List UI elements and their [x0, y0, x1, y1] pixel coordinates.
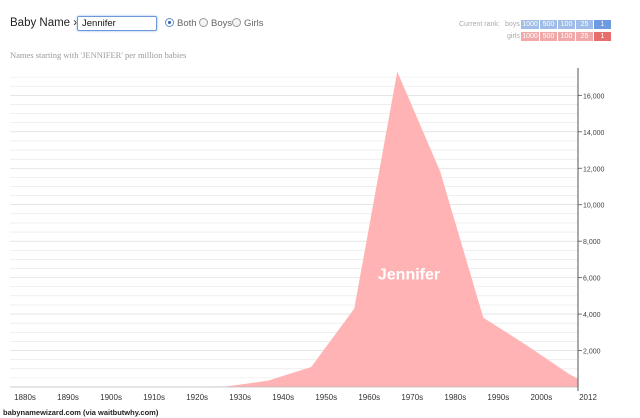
- chart-subtitle: Names starting with 'JENNIFER' per milli…: [10, 50, 187, 60]
- x-tick-label: 2000s: [530, 393, 552, 402]
- y-tick-label: 6,000: [583, 276, 601, 283]
- rank-girls-500[interactable]: 500: [540, 32, 558, 41]
- y-tick-label: 12,000: [583, 166, 605, 173]
- radio-boys[interactable]: Boys: [199, 18, 232, 30]
- x-tick-label: 1920s: [186, 393, 208, 402]
- rank-boys-1[interactable]: 1: [594, 20, 612, 29]
- radio-girls[interactable]: Girls: [232, 18, 264, 30]
- rank-boys-25[interactable]: 25: [576, 20, 594, 29]
- y-tick-label: 2,000: [583, 349, 601, 356]
- x-tick-label: 1950s: [315, 393, 337, 402]
- name-popularity-chart: Jennifer 2,000 4,000 6,000 8,000 10,000 12,000…: [10, 68, 605, 402]
- y-tick-label: 8,000: [583, 239, 601, 246]
- y-tick-label: 4,000: [583, 312, 601, 319]
- x-tick-label: 1880s: [14, 393, 36, 402]
- x-tick-label: 2012: [579, 393, 597, 402]
- y-tick-label: 16,000: [583, 93, 605, 100]
- area-series-jennifer: [10, 71, 578, 387]
- x-tick-label: 1910s: [143, 393, 165, 402]
- series-label: Jennifer: [378, 266, 440, 283]
- radio-both[interactable]: Both: [165, 18, 197, 30]
- source-credit: babynamewizard.com (via waitbutwhy.com): [3, 408, 159, 417]
- x-tick-label: 1960s: [358, 393, 380, 402]
- rank-boys-label: boys: [505, 21, 520, 28]
- rank-girls-25[interactable]: 25: [576, 32, 594, 41]
- toolbar: Baby Name › Both Boys Girls Current rank…: [0, 0, 640, 46]
- radio-boys-label: Boys: [211, 18, 233, 29]
- radio-selected-icon: [165, 18, 174, 27]
- x-tick-label: 1900s: [100, 393, 122, 402]
- radio-empty-icon: [199, 18, 208, 27]
- rank-boys-500[interactable]: 500: [540, 20, 558, 29]
- rank-girls-100[interactable]: 100: [558, 32, 576, 41]
- radio-both-label: Both: [177, 18, 197, 29]
- rank-girls-label: girls: [507, 33, 520, 40]
- rank-boys-100[interactable]: 100: [558, 20, 576, 29]
- rank-girls-selector: 1000 500 100 25 1: [521, 32, 612, 41]
- y-tick-label: 10,000: [583, 203, 605, 210]
- current-rank-label: Current rank:: [459, 21, 500, 28]
- x-tick-label: 1940s: [272, 393, 294, 402]
- x-tick-label: 1970s: [401, 393, 423, 402]
- x-tick-label: 1930s: [229, 393, 251, 402]
- baby-name-label: Baby Name ›: [10, 17, 78, 29]
- name-search-input[interactable]: [77, 16, 157, 31]
- radio-girls-label: Girls: [244, 18, 264, 29]
- rank-girls-1000[interactable]: 1000: [521, 32, 540, 41]
- radio-empty-icon: [232, 18, 241, 27]
- x-tick-label: 1990s: [487, 393, 509, 402]
- rank-girls-1[interactable]: 1: [594, 32, 612, 41]
- x-tick-label: 1980s: [444, 393, 466, 402]
- rank-boys-selector: 1000 500 100 25 1: [521, 20, 612, 29]
- y-tick-label: 14,000: [583, 130, 605, 137]
- rank-boys-1000[interactable]: 1000: [521, 20, 540, 29]
- x-tick-label: 1890s: [57, 393, 79, 402]
